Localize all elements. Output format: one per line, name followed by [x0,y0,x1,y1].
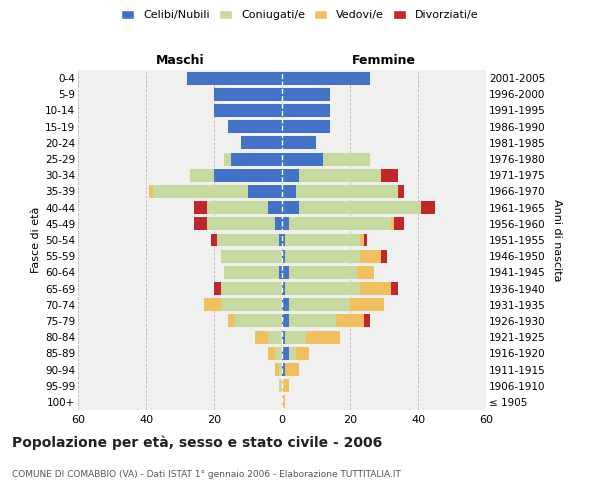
Bar [211,234,217,246]
Bar [282,298,289,311]
Y-axis label: Fasce di età: Fasce di età [31,207,41,273]
Bar [306,330,340,344]
Bar [282,234,286,246]
Bar [268,201,282,214]
Bar [227,120,282,133]
Text: Popolazione per età, sesso e stato civile - 2006: Popolazione per età, sesso e stato civil… [12,435,382,450]
Bar [286,250,360,262]
Bar [282,314,289,328]
Bar [299,169,380,181]
Bar [278,266,282,279]
Bar [286,234,360,246]
Bar [275,363,278,376]
Bar [364,314,370,328]
Bar [224,152,231,166]
Bar [275,347,282,360]
Bar [221,298,282,311]
Bar [296,185,398,198]
Bar [282,282,286,295]
Bar [323,152,370,166]
Bar [286,363,299,376]
Bar [289,298,350,311]
Bar [286,282,360,295]
Bar [364,234,367,246]
Bar [282,250,286,262]
Bar [282,266,289,279]
Bar [149,185,153,198]
Bar [268,347,275,360]
Bar [214,282,221,295]
Bar [187,72,282,85]
Bar [275,218,282,230]
Legend: Celibi/Nubili, Coniugati/e, Vedovi/e, Divorziati/e: Celibi/Nubili, Coniugati/e, Vedovi/e, Di… [117,6,483,25]
Bar [255,330,268,344]
Text: COMUNE DI COMABBIO (VA) - Dati ISTAT 1° gennaio 2006 - Elaborazione TUTTITALIA.I: COMUNE DI COMABBIO (VA) - Dati ISTAT 1° … [12,470,401,479]
Y-axis label: Anni di nascita: Anni di nascita [552,198,562,281]
Bar [235,314,282,328]
Bar [380,250,388,262]
Bar [421,201,435,214]
Text: Maschi: Maschi [155,54,205,66]
Bar [282,120,329,133]
Bar [380,169,398,181]
Bar [282,218,289,230]
Bar [337,314,364,328]
Bar [278,363,282,376]
Bar [214,104,282,117]
Bar [278,379,282,392]
Bar [282,72,370,85]
Bar [153,185,248,198]
Bar [282,136,316,149]
Bar [282,88,329,101]
Bar [227,314,235,328]
Bar [398,185,404,198]
Bar [286,330,306,344]
Bar [360,250,380,262]
Bar [282,347,289,360]
Bar [282,185,296,198]
Bar [231,152,282,166]
Bar [357,266,374,279]
Bar [282,152,323,166]
Bar [224,266,278,279]
Bar [207,201,268,214]
Bar [360,282,391,295]
Bar [282,201,299,214]
Bar [289,218,391,230]
Bar [282,169,299,181]
Text: Femmine: Femmine [352,54,416,66]
Bar [221,250,282,262]
Bar [248,185,282,198]
Bar [204,298,221,311]
Bar [394,218,404,230]
Bar [221,282,282,295]
Bar [194,201,207,214]
Bar [289,266,357,279]
Bar [296,347,309,360]
Bar [282,104,329,117]
Bar [207,218,275,230]
Bar [278,234,282,246]
Bar [217,234,278,246]
Bar [282,330,286,344]
Bar [289,314,337,328]
Bar [360,234,364,246]
Bar [241,136,282,149]
Bar [214,169,282,181]
Bar [194,218,207,230]
Bar [282,379,289,392]
Bar [391,218,394,230]
Bar [391,282,398,295]
Bar [282,396,286,408]
Bar [214,88,282,101]
Bar [289,347,296,360]
Bar [282,363,286,376]
Bar [268,330,282,344]
Bar [350,298,384,311]
Bar [299,201,421,214]
Bar [190,169,214,181]
